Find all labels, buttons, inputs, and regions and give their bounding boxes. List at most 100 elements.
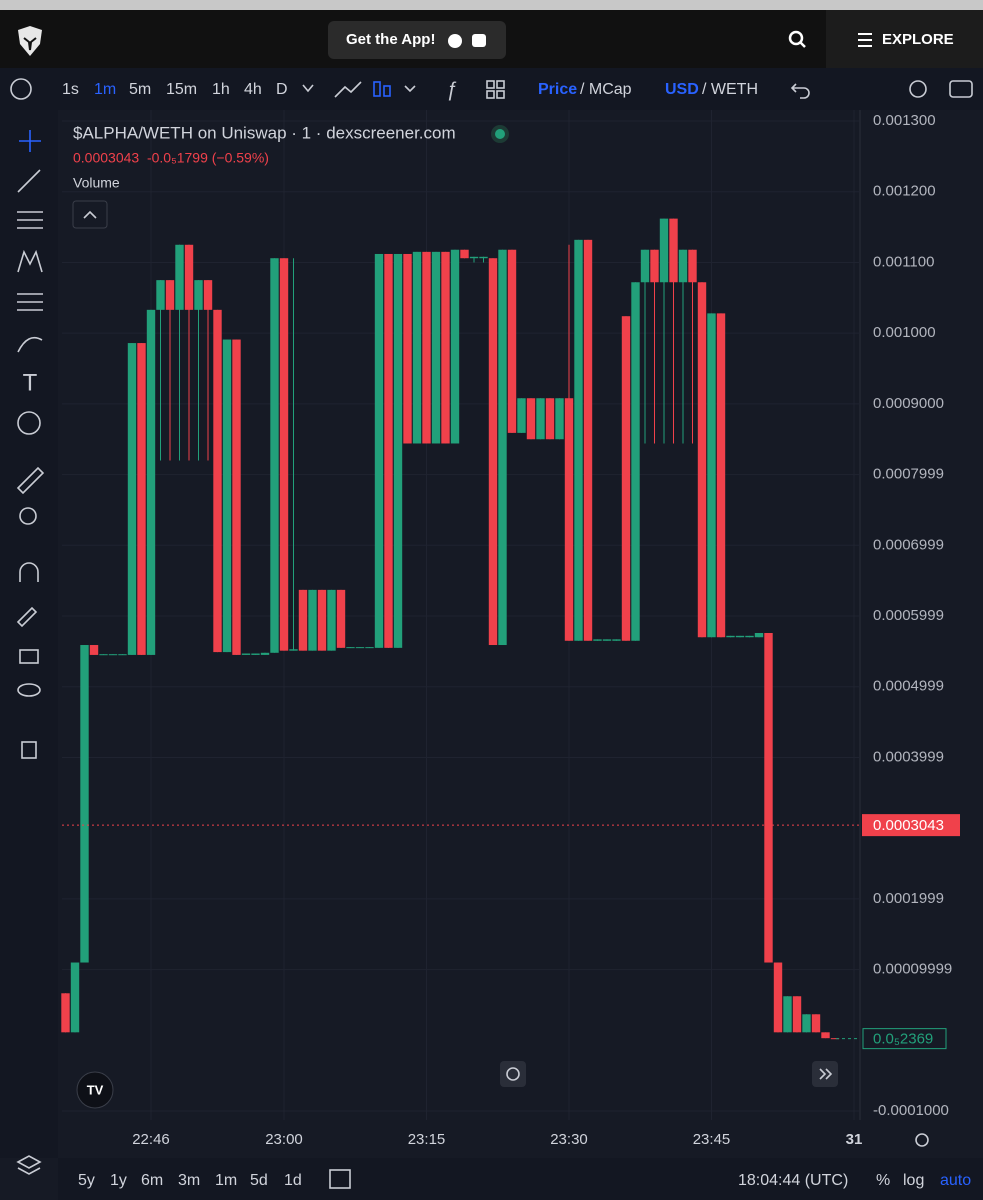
ruler-tool[interactable] xyxy=(16,466,45,495)
candle-body xyxy=(412,251,422,444)
candle-body xyxy=(175,244,184,310)
candle-body xyxy=(574,239,583,641)
candle-body xyxy=(355,647,365,649)
bottom-bar xyxy=(58,1158,983,1200)
range-button[interactable]: 1m xyxy=(215,1172,237,1189)
chart-title: $ALPHA/WETH on Uniswap · 1 · dexscreener… xyxy=(73,123,456,142)
candle-body xyxy=(422,251,431,444)
interval-button[interactable]: 1m xyxy=(94,81,116,98)
range-button[interactable]: 3m xyxy=(178,1172,200,1189)
magnet-tool[interactable] xyxy=(19,562,39,582)
auto-toggle[interactable]: auto xyxy=(940,1172,971,1189)
status-dot xyxy=(495,129,505,139)
y-tick-label: 0.0001999 xyxy=(873,890,944,907)
emoji-tool[interactable] xyxy=(17,411,41,435)
layout-icon[interactable] xyxy=(486,80,505,99)
android-icon xyxy=(472,34,486,47)
reset-button[interactable] xyxy=(500,1061,526,1087)
axis-settings[interactable] xyxy=(915,1133,929,1147)
date-range-icon[interactable] xyxy=(329,1169,351,1189)
candle-body xyxy=(507,249,517,433)
candle-body xyxy=(241,653,251,655)
dropdown[interactable] xyxy=(302,84,314,93)
x-tick-label: 22:46 xyxy=(132,1131,170,1148)
left-toolbar xyxy=(0,110,58,1158)
range-button[interactable]: 5y xyxy=(78,1172,95,1189)
price-toggle[interactable]: Price xyxy=(538,81,577,98)
candle-body xyxy=(222,339,232,653)
candle-body xyxy=(602,639,612,641)
interval-button[interactable]: 4h xyxy=(244,81,262,98)
candle-body xyxy=(811,1014,821,1033)
percent-toggle[interactable]: % xyxy=(876,1172,890,1189)
grid: 0.001300 0.001200 0.001100 0.001000 0.000900… xyxy=(62,110,952,1148)
interval-button[interactable]: D xyxy=(276,81,288,98)
undo[interactable] xyxy=(790,83,810,99)
toolbar xyxy=(0,68,983,110)
range-button[interactable]: 1y xyxy=(110,1172,127,1189)
candle-body xyxy=(70,962,80,1033)
interval-button[interactable]: 1s xyxy=(62,81,79,98)
candle-body xyxy=(821,1032,830,1039)
zoom-tool[interactable] xyxy=(19,507,37,525)
range-button[interactable]: 1d xyxy=(284,1172,302,1189)
dropdown[interactable] xyxy=(404,85,416,93)
candle-body xyxy=(802,1014,811,1033)
candle-style[interactable] xyxy=(373,81,381,97)
pattern-tool[interactable] xyxy=(17,249,43,273)
crosshair-tool[interactable] xyxy=(19,130,41,152)
trendline-tool[interactable] xyxy=(17,169,41,193)
app-button[interactable] xyxy=(328,21,506,59)
candle-body xyxy=(469,256,479,259)
add-icon[interactable] xyxy=(10,78,32,100)
text-tool[interactable]: T xyxy=(23,369,38,396)
projection-tool[interactable] xyxy=(17,293,43,311)
x-tick-label: 23:00 xyxy=(265,1131,303,1148)
candle-body xyxy=(156,280,165,310)
lock-draw-tool[interactable] xyxy=(16,606,38,628)
snapshot[interactable] xyxy=(949,80,973,98)
fib-tool[interactable] xyxy=(17,211,43,229)
logo[interactable] xyxy=(18,26,42,56)
settings[interactable] xyxy=(909,80,927,98)
candle-body xyxy=(203,280,213,310)
tv-logo[interactable] xyxy=(76,1071,114,1109)
weth-toggle[interactable]: / WETH xyxy=(702,81,758,98)
candle-body xyxy=(517,398,526,433)
range-button[interactable]: 5d xyxy=(250,1172,268,1189)
y-tick-label: 0.001300 xyxy=(873,112,936,129)
delete-tool[interactable] xyxy=(21,741,37,759)
y-tick-label: 0.001100 xyxy=(873,253,934,270)
visibility-tool[interactable] xyxy=(17,683,41,697)
interval-button[interactable]: 5m xyxy=(129,81,151,98)
candle-body xyxy=(137,343,146,655)
price-tag xyxy=(862,814,960,837)
range-button[interactable]: 6m xyxy=(141,1172,163,1189)
candle-body xyxy=(317,589,327,651)
explore-label: EXPLORE xyxy=(882,31,954,48)
brush-tool[interactable] xyxy=(17,336,43,353)
candle-body xyxy=(688,249,697,283)
layers-icon[interactable] xyxy=(16,1155,42,1175)
mcap-toggle[interactable]: / MCap xyxy=(580,81,632,98)
clock: 18:04:44 (UTC) xyxy=(738,1172,848,1189)
lock-tool[interactable] xyxy=(19,649,39,664)
indicators-icon[interactable]: ƒ xyxy=(446,78,457,100)
candle-body xyxy=(498,249,507,646)
candle-body xyxy=(346,647,355,649)
interval-button[interactable]: 1h xyxy=(212,81,230,98)
log-toggle[interactable]: log xyxy=(903,1172,924,1189)
apple-icon xyxy=(448,34,462,48)
search[interactable] xyxy=(788,30,806,48)
candle-body xyxy=(754,632,764,638)
time-axis xyxy=(58,1120,983,1158)
candle-body xyxy=(783,996,792,1033)
quote-line: 0.0003043 -0.0₅1799 (−0.59%) xyxy=(73,150,269,166)
collapse-button[interactable] xyxy=(72,200,108,229)
usd-toggle[interactable]: USD xyxy=(665,81,699,98)
interval-button[interactable]: 15m xyxy=(166,81,197,98)
explore-button[interactable] xyxy=(826,10,983,68)
candle-body xyxy=(99,654,108,656)
menu-icon xyxy=(858,33,872,47)
line-style[interactable] xyxy=(334,81,362,98)
